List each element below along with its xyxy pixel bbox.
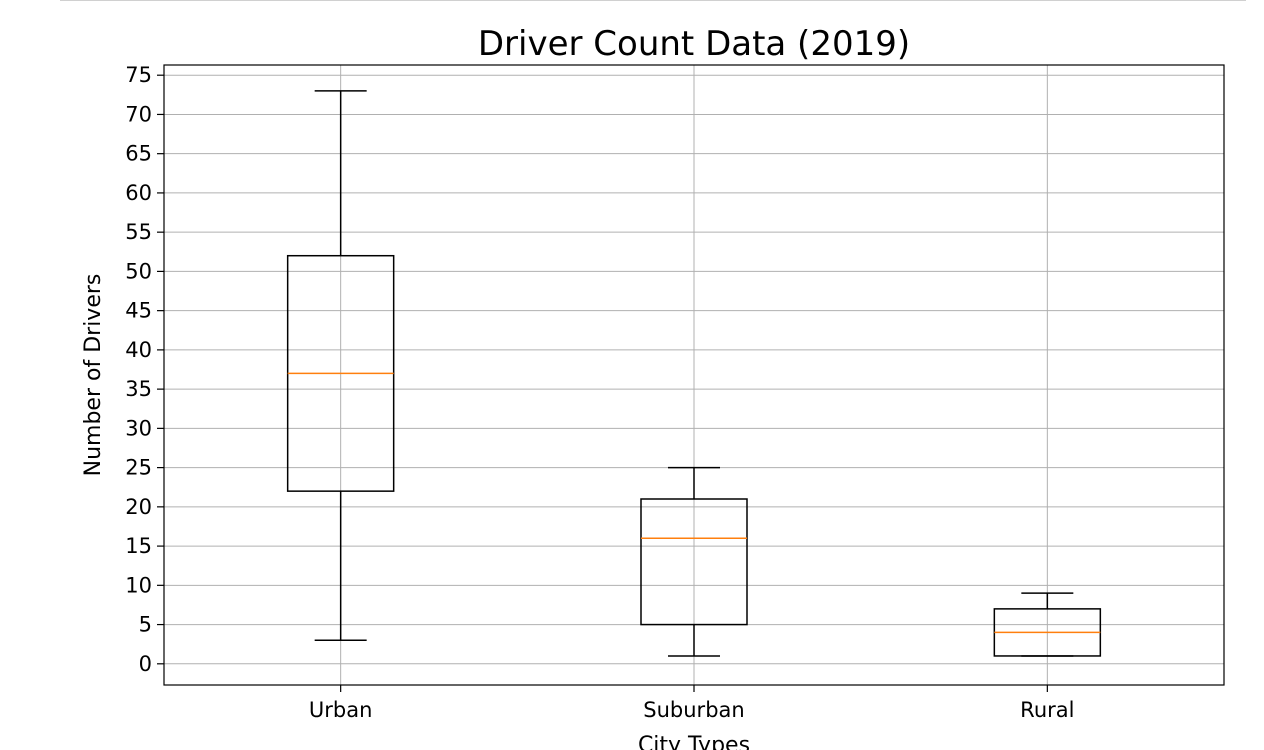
y-tick-label: 40	[125, 338, 152, 362]
y-tick-label: 20	[125, 495, 152, 519]
y-tick-label: 15	[125, 534, 152, 558]
y-tick-label: 45	[125, 299, 152, 323]
x-tick-label: Urban	[309, 698, 373, 722]
chart-title: Driver Count Data (2019)	[478, 24, 910, 64]
y-tick-label: 30	[125, 416, 152, 440]
y-axis-label: Number of Drivers	[81, 274, 106, 477]
top-divider	[60, 0, 1246, 1]
x-axis-label: City Types	[638, 733, 750, 750]
grid-lines	[164, 65, 1224, 685]
x-axis: Urban Suburban Rural	[309, 685, 1074, 722]
y-tick-label: 0	[139, 652, 152, 676]
box-rural	[993, 592, 1102, 657]
y-axis: 0 5 10 15 20 25 30 35 40 45 50 55 60 65 70 75	[125, 63, 164, 676]
y-tick-label: 75	[125, 63, 152, 87]
box-urban	[286, 90, 395, 642]
boxes	[286, 90, 1102, 657]
y-tick-label: 25	[125, 456, 152, 480]
box-suburban	[640, 466, 748, 657]
y-tick-label: 70	[125, 102, 152, 126]
y-tick-label: 10	[125, 573, 152, 597]
y-tick-label: 5	[139, 613, 152, 637]
y-tick-label: 50	[125, 259, 152, 283]
y-tick-label: 60	[125, 181, 152, 205]
x-tick-label: Suburban	[643, 698, 744, 722]
x-tick-label: Rural	[1020, 698, 1074, 722]
y-tick-label: 55	[125, 220, 152, 244]
y-tick-label: 35	[125, 377, 152, 401]
y-tick-label: 65	[125, 142, 152, 166]
iqr-box	[640, 498, 748, 626]
